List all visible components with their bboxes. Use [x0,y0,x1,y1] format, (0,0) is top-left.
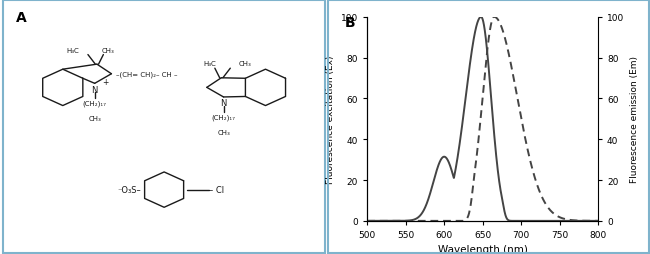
Text: B: B [344,16,355,30]
Y-axis label: Fluorescence excitation (Ex): Fluorescence excitation (Ex) [326,55,335,183]
X-axis label: Wavelength (nm): Wavelength (nm) [437,244,528,254]
Text: CH₃: CH₃ [102,47,114,54]
Text: H₃C: H₃C [66,47,79,54]
Text: H₃C: H₃C [203,61,216,67]
Text: (CH₂)₁₇: (CH₂)₁₇ [212,114,235,120]
Text: +: + [102,77,108,86]
Text: N: N [220,99,227,108]
Text: (CH₂)₁₇: (CH₂)₁₇ [83,100,107,107]
Y-axis label: Fluorescence emission (Em): Fluorescence emission (Em) [630,56,639,183]
Text: –(CH= CH)₂– CH –: –(CH= CH)₂– CH – [116,71,177,78]
Text: CH₃: CH₃ [217,129,230,135]
Bar [3,1,325,253]
Text: CH₃: CH₃ [239,61,252,67]
Text: – Cl: – Cl [209,185,224,194]
Text: CH₃: CH₃ [88,115,101,121]
Text: N: N [92,85,98,94]
Text: A: A [16,11,27,25]
Text: ⁻O₃S–: ⁻O₃S– [118,185,141,194]
